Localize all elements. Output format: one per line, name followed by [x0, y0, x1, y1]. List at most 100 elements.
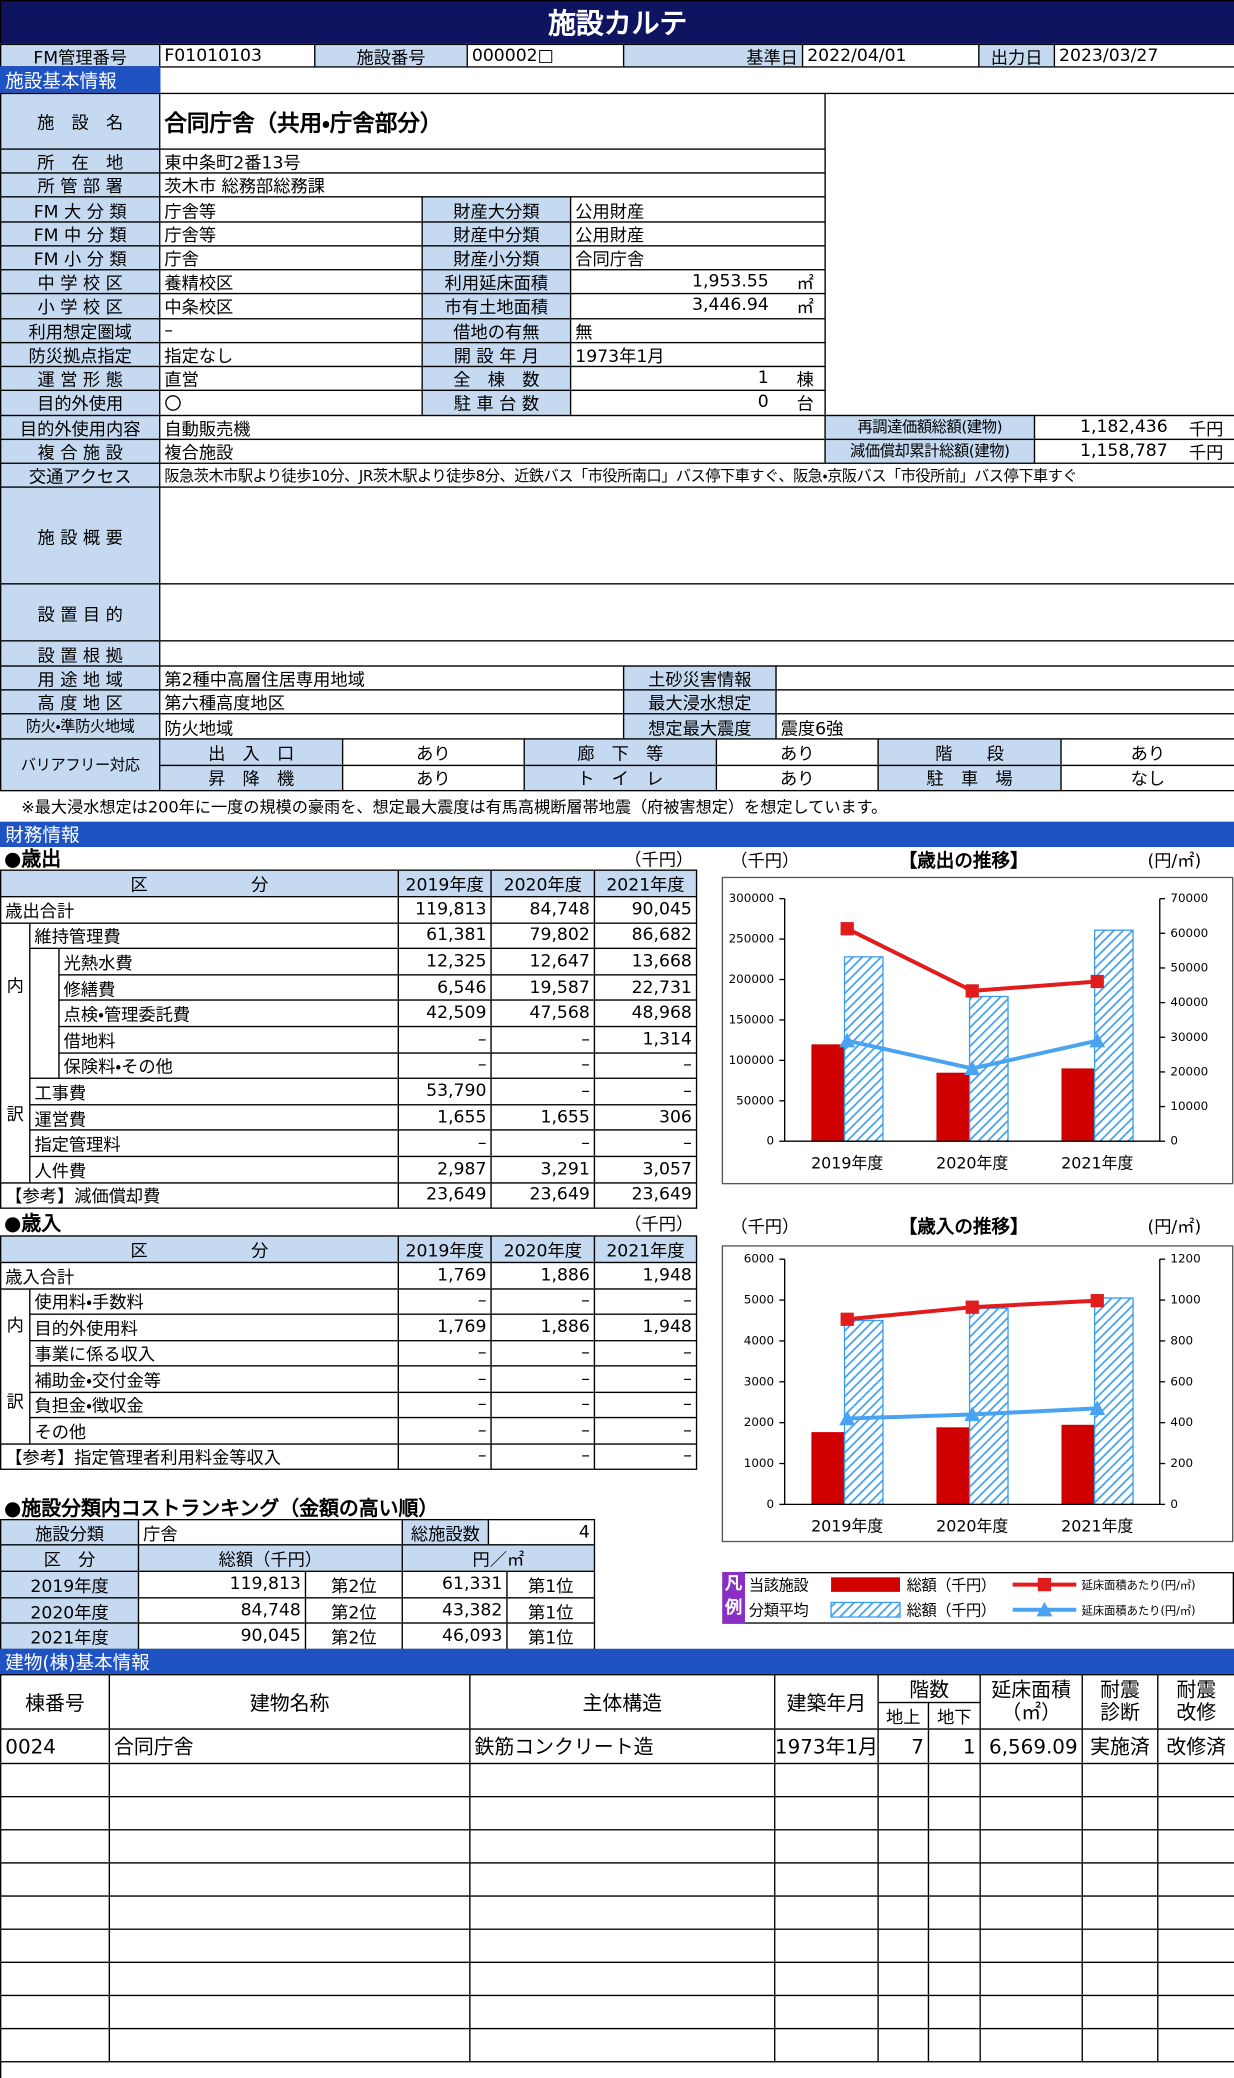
empty-cell — [0, 1796, 110, 1830]
text: 1 — [758, 369, 769, 389]
text: 0 — [758, 393, 769, 413]
text: 1,314 — [643, 1030, 692, 1050]
cell-value: – — [490, 1443, 595, 1470]
text: – — [683, 1134, 692, 1154]
cell-value: – — [490, 1052, 595, 1079]
text: 目的外使用 — [37, 390, 123, 415]
text: – — [683, 1395, 692, 1415]
text: 1,948 — [643, 1265, 692, 1285]
field-value: 東中条町2番13号 — [159, 148, 826, 173]
cell-value: – — [490, 1391, 595, 1418]
empty-cell — [774, 1829, 879, 1863]
text: 2022/04/01 — [807, 46, 906, 66]
text: 第1位 — [528, 1598, 573, 1623]
column-header: 区 分 — [0, 1235, 399, 1263]
empty-cell — [928, 1995, 981, 2029]
field-label: FM 中 分 類 — [0, 221, 160, 246]
cell-value: 23,649 — [594, 1182, 697, 1209]
text: 3,291 — [540, 1160, 589, 1180]
field-label: 土砂災害情報 — [623, 665, 777, 690]
text: 区 分 — [131, 1237, 269, 1262]
text: 目的外使用料 — [34, 1315, 137, 1340]
empty-cell — [0, 1829, 110, 1863]
row-label: 補助金・交付金等 — [29, 1365, 399, 1392]
cell-value: 1,948 — [594, 1262, 697, 1289]
text: 【参考】指定管理者利用料金等収入 — [5, 1444, 281, 1469]
y2-tick-label: 1200 — [1170, 1252, 1200, 1266]
text: 財産中分類 — [453, 221, 539, 246]
empty-cell — [980, 1929, 1083, 1963]
text: 光熱水費 — [64, 949, 133, 974]
legend-line-label: 延床面積あたり(円/㎡) — [1078, 1597, 1234, 1624]
building-cell: 1973年1月 — [774, 1728, 879, 1764]
empty-cell — [877, 1995, 929, 2029]
text: 1,948 — [643, 1317, 692, 1337]
field-label: 市有土地面積 — [421, 293, 571, 318]
text: ト イ レ — [577, 765, 663, 790]
body: 施設カルテFM管理番号F01010103施設番号000002□基準日2022/0… — [0, 0, 1234, 2078]
field-value: 1973年1月 — [570, 342, 826, 367]
header-field: 000002□ — [467, 44, 625, 68]
text: FM 小 分 類 — [34, 245, 127, 270]
text: 指定なし — [164, 342, 233, 367]
row-label: 指定管理料 — [29, 1130, 399, 1157]
text: 交通アクセス — [29, 463, 132, 488]
text: 昇 降 機 — [208, 765, 294, 790]
empty-cell — [980, 1829, 1083, 1863]
barrier-label: 出 入 口 — [159, 738, 343, 765]
text: 出 入 口 — [208, 739, 294, 764]
field-label: 設 置 目 的 — [0, 583, 160, 641]
field-label: 設 置 根 拠 — [0, 640, 160, 667]
empty-cell — [980, 1895, 1083, 1929]
ranking-cell: 第1位 — [506, 1623, 595, 1650]
text: 用 途 地 域 — [38, 665, 123, 690]
field-label: FM 小 分 類 — [0, 245, 160, 270]
text: FM 大 分 類 — [34, 197, 127, 222]
cell-value: – — [594, 1365, 697, 1392]
text: – — [478, 1030, 487, 1050]
cell-value: 119,813 — [398, 896, 492, 923]
text: 棟番号 — [25, 1688, 85, 1716]
empty-cell — [928, 1862, 981, 1896]
text: – — [478, 1343, 487, 1363]
bar — [970, 1308, 1008, 1504]
field-value: 直営 — [159, 366, 423, 391]
empty-cell — [928, 1796, 981, 1830]
y-tick-label: 4000 — [744, 1333, 774, 1347]
empty-cell — [0, 1862, 110, 1896]
field-value: 指定なし — [159, 342, 423, 367]
row-label: 歳出合計 — [0, 896, 399, 923]
chart-frame — [722, 877, 1232, 1183]
text: 2021年度 — [30, 1624, 108, 1649]
photo-frame — [824, 93, 1234, 416]
text: 維持管理費 — [34, 923, 120, 948]
marker — [841, 1313, 854, 1326]
cell-value: 13,668 — [594, 948, 697, 975]
column-header: 区 分 — [0, 870, 399, 898]
text: その他 — [34, 1418, 86, 1443]
text: なし — [1131, 765, 1165, 790]
text: 公用財産 — [575, 197, 644, 222]
text: 全 棟 数 — [453, 366, 539, 391]
text: 1,886 — [540, 1265, 589, 1285]
y-tick-label: 5000 — [744, 1293, 774, 1307]
text: 12,325 — [426, 952, 486, 972]
empty-cell — [980, 2028, 1083, 2062]
cell-value: – — [398, 1417, 492, 1444]
field-label: 複 合 施 設 — [0, 438, 160, 463]
text: 改修 — [1176, 1702, 1216, 1725]
empty-cell — [1157, 1995, 1234, 2029]
text: – — [683, 1343, 692, 1363]
bar — [1095, 1298, 1133, 1504]
empty-cell — [928, 1929, 981, 1963]
header-field: FM管理番号 — [0, 44, 160, 68]
field-value: 無 — [570, 318, 826, 343]
y-tick-label: 2000 — [744, 1415, 774, 1429]
empty-cell — [774, 1929, 879, 1963]
text: 工事費 — [34, 1079, 86, 1104]
text: 地上 — [886, 1703, 920, 1728]
column-header: 総額（千円） — [138, 1544, 403, 1572]
empty-cell — [1157, 1763, 1234, 1797]
field-value: 第六種高度地区 — [159, 689, 624, 714]
text: 19,587 — [530, 978, 590, 998]
